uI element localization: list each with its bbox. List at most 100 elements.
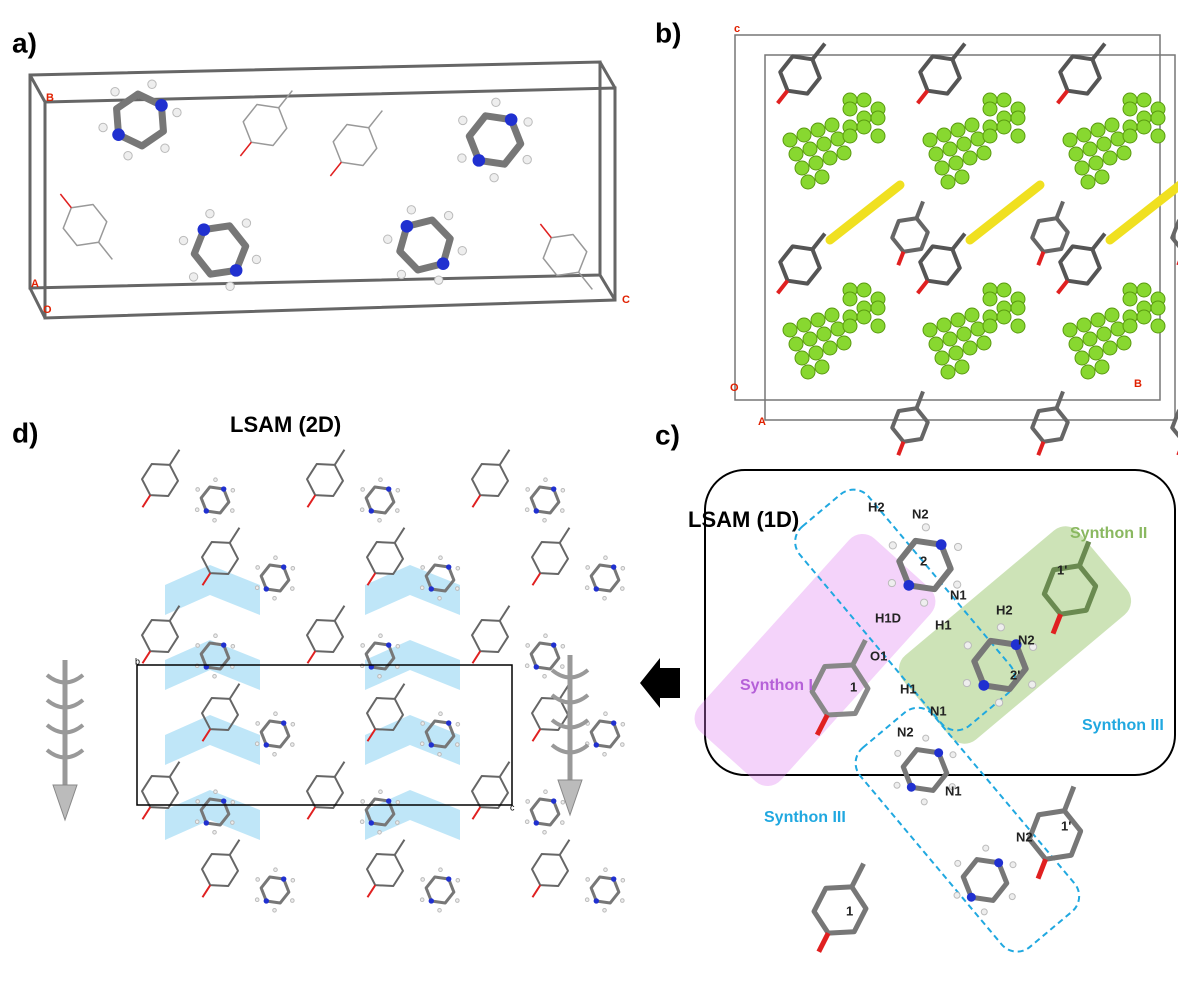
atom bbox=[420, 898, 424, 902]
atom bbox=[378, 518, 382, 522]
atom bbox=[997, 310, 1011, 324]
atom bbox=[360, 508, 364, 512]
axis-label: O bbox=[43, 304, 52, 316]
atom bbox=[456, 878, 460, 882]
atom bbox=[526, 800, 530, 804]
atom bbox=[221, 798, 226, 803]
atom bbox=[941, 365, 955, 379]
molecule-bond bbox=[230, 528, 240, 543]
atom bbox=[929, 337, 943, 351]
molecule-bond bbox=[778, 91, 788, 104]
molecule-bond bbox=[369, 111, 383, 128]
atom bbox=[997, 283, 1011, 297]
atom bbox=[1011, 319, 1025, 333]
molecule-bond bbox=[395, 528, 405, 543]
atom bbox=[438, 596, 442, 600]
molecule-bond bbox=[952, 44, 964, 60]
atom bbox=[281, 876, 286, 881]
atom bbox=[459, 116, 467, 124]
atom bbox=[396, 800, 400, 804]
atom bbox=[611, 564, 616, 569]
atom bbox=[1077, 128, 1091, 142]
atom bbox=[803, 332, 817, 346]
atom bbox=[1137, 120, 1151, 134]
atom bbox=[421, 878, 425, 882]
atom bbox=[997, 93, 1011, 107]
atom-label: N2 bbox=[897, 724, 914, 739]
atom bbox=[611, 720, 616, 725]
molecule-ring bbox=[1032, 408, 1068, 442]
atom bbox=[543, 518, 547, 522]
atom bbox=[1069, 337, 1083, 351]
atom bbox=[396, 644, 400, 648]
atom bbox=[983, 845, 989, 851]
atom bbox=[843, 319, 857, 333]
atom bbox=[586, 566, 590, 570]
atom bbox=[621, 587, 625, 591]
molecule-bond bbox=[500, 450, 510, 465]
atom-label: 1 bbox=[846, 903, 853, 918]
atom bbox=[594, 586, 599, 591]
molecule-ring bbox=[814, 887, 866, 933]
atom bbox=[543, 830, 547, 834]
atom bbox=[996, 699, 1003, 706]
molecule-bond bbox=[230, 840, 240, 855]
atom bbox=[1137, 310, 1151, 324]
artwork bbox=[30, 35, 1178, 960]
atom bbox=[1105, 118, 1119, 132]
atom bbox=[189, 273, 197, 281]
atom bbox=[789, 337, 803, 351]
molecule-bond bbox=[918, 91, 928, 104]
atom bbox=[226, 282, 234, 290]
atom bbox=[603, 752, 607, 756]
atom bbox=[429, 742, 434, 747]
atom bbox=[523, 155, 531, 163]
atom bbox=[1097, 327, 1111, 341]
atom bbox=[843, 129, 857, 143]
atom bbox=[1117, 146, 1131, 160]
molecule-bond bbox=[812, 234, 824, 250]
molecule-bond bbox=[1057, 201, 1064, 218]
atom bbox=[801, 365, 815, 379]
atom bbox=[439, 712, 443, 716]
molecule-bond bbox=[240, 142, 251, 156]
atom bbox=[1105, 308, 1119, 322]
atom bbox=[213, 518, 217, 522]
atom bbox=[1011, 111, 1025, 125]
atom bbox=[274, 712, 278, 716]
atom bbox=[214, 478, 218, 482]
atom bbox=[438, 752, 442, 756]
atom bbox=[179, 236, 187, 244]
molecule-ring bbox=[1029, 811, 1080, 859]
atom bbox=[396, 488, 400, 492]
molecule-ring bbox=[63, 205, 107, 246]
molecule-ring bbox=[1060, 56, 1100, 93]
molecule-ring bbox=[307, 464, 343, 496]
atom bbox=[1091, 313, 1105, 327]
axis-label: A bbox=[758, 416, 766, 428]
atom bbox=[429, 898, 434, 903]
atom bbox=[291, 566, 295, 570]
atom bbox=[273, 908, 277, 912]
atom bbox=[1089, 156, 1103, 170]
atom bbox=[837, 336, 851, 350]
atom bbox=[291, 878, 295, 882]
atom bbox=[561, 509, 565, 513]
atom bbox=[534, 820, 539, 825]
molecule-bond bbox=[1064, 787, 1073, 811]
atom bbox=[378, 674, 382, 678]
atom bbox=[1151, 319, 1165, 333]
molecule-bond bbox=[898, 252, 903, 265]
atom bbox=[196, 800, 200, 804]
atom bbox=[561, 665, 565, 669]
molecule-bond bbox=[532, 729, 540, 741]
atom bbox=[386, 486, 391, 491]
atom bbox=[242, 219, 250, 227]
atom bbox=[291, 722, 295, 726]
molecule-bond bbox=[307, 495, 315, 507]
atom bbox=[621, 899, 625, 903]
atom bbox=[524, 118, 532, 126]
atom bbox=[196, 488, 200, 492]
atom bbox=[1011, 301, 1025, 315]
molecule-bond bbox=[202, 885, 210, 897]
